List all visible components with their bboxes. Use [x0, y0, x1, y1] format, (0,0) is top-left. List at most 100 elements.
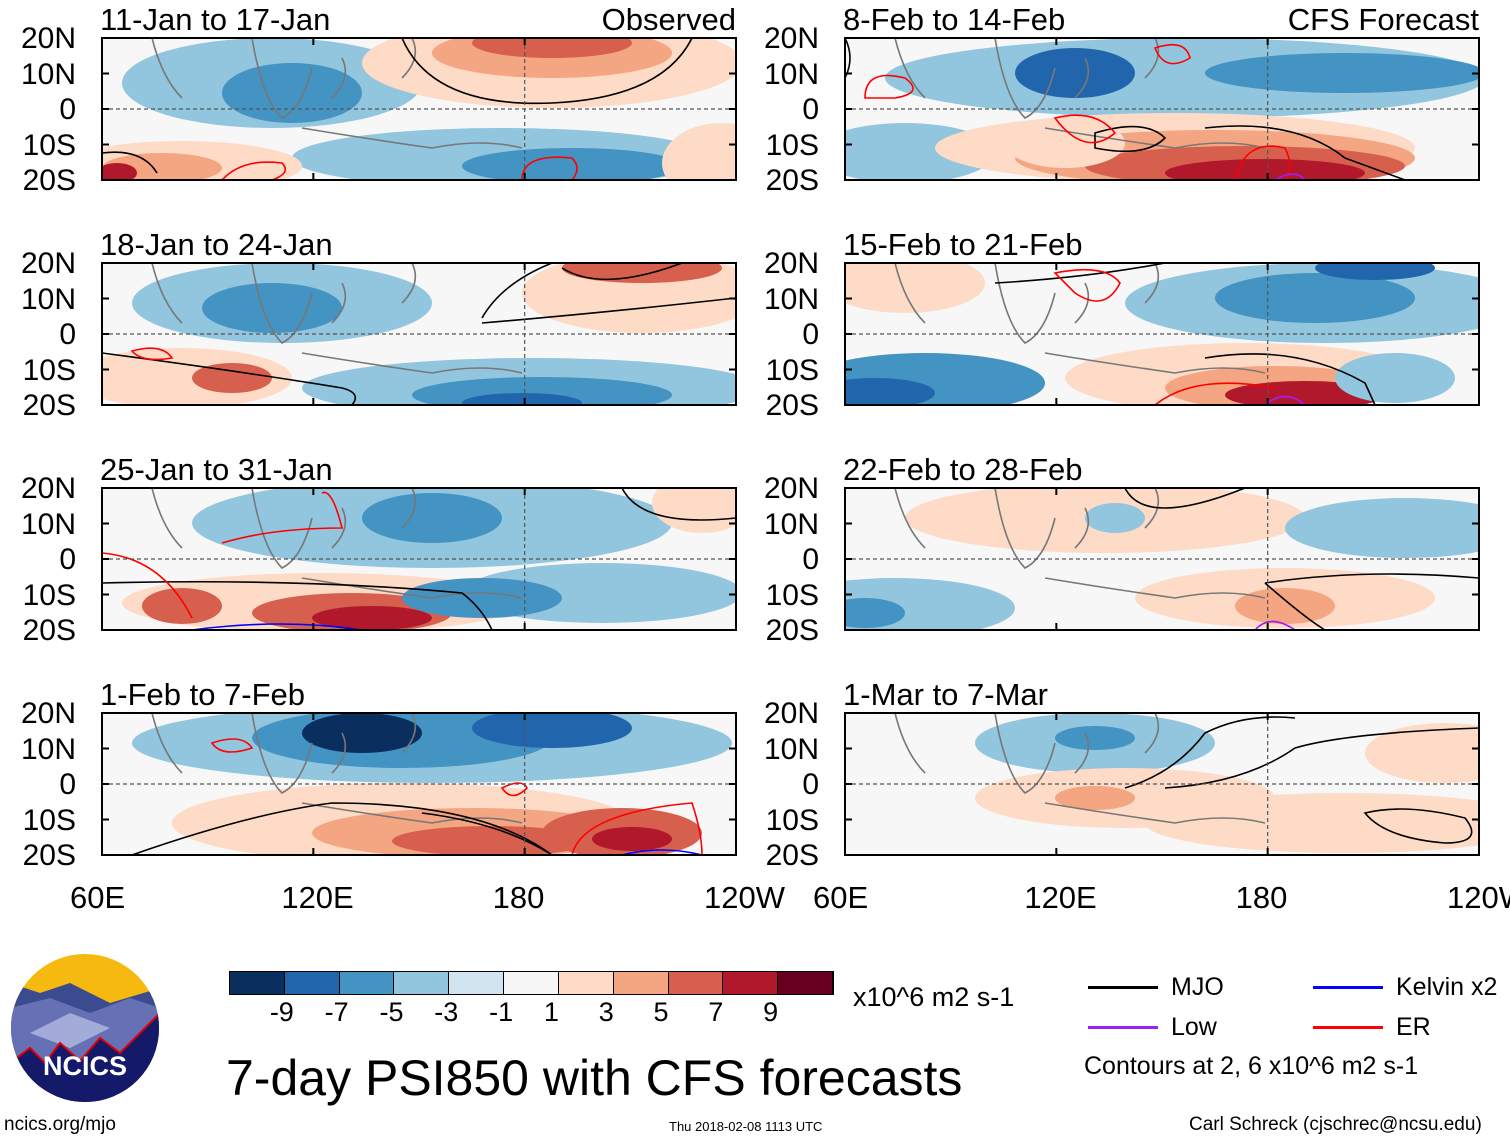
legend-label: MJO: [1171, 973, 1224, 1001]
anomaly-region: [1335, 353, 1455, 403]
lat-tick-label: 0: [802, 543, 819, 576]
lat-tick-label: 10S: [22, 803, 76, 837]
mjo-contour: [1264, 573, 1479, 584]
coastline: [151, 38, 523, 149]
er-contour: [1153, 43, 1191, 65]
panel-title: 1-Mar to 7-Mar: [843, 677, 1048, 712]
anomaly-region: [1005, 118, 1125, 168]
mjo-contour: [102, 580, 493, 630]
lon-tick-label: 180: [492, 880, 545, 915]
colorbar-tick-label: -9: [269, 997, 294, 1027]
column-label: Observed: [601, 2, 736, 37]
anomaly-region: [845, 378, 935, 405]
er-contour: [210, 738, 254, 753]
mjo-contour: [401, 38, 693, 105]
coastline: [894, 263, 1266, 374]
colorbar-swatch: [778, 972, 833, 994]
legend-line: [1313, 986, 1383, 989]
lat-tick-label: 10N: [763, 282, 819, 316]
lat-tick-label: 10N: [763, 57, 819, 91]
coastline: [151, 488, 523, 599]
legend-label: Low: [1171, 1013, 1217, 1041]
lat-tick-label: 10S: [765, 128, 819, 162]
kelvin-contour: [191, 623, 363, 630]
lat-tick-label: 10S: [765, 578, 819, 612]
anomaly-region: [402, 578, 562, 618]
er-contour: [221, 161, 287, 180]
anomaly-region: [1235, 588, 1335, 624]
colorbar-swatch: [284, 972, 340, 994]
colorbar-swatch: [668, 972, 724, 994]
lat-tick-label: 20N: [20, 247, 76, 280]
legend-label: ER: [1396, 1013, 1431, 1041]
er-contour: [864, 74, 914, 99]
anomaly-region: [102, 163, 137, 180]
lat-tick-label: 0: [59, 318, 76, 351]
lat-tick-label: 20N: [763, 22, 819, 55]
mjo-contour: [1094, 125, 1167, 153]
lon-tick-label: 120E: [281, 880, 354, 915]
mjo-contour: [481, 297, 736, 324]
lat-tick-label: 20S: [765, 164, 819, 197]
colorbar-tick-label: 5: [653, 997, 669, 1027]
anomaly-region: [472, 38, 632, 58]
anomaly-region: [1205, 53, 1479, 93]
colorbar-tick-label: 3: [598, 997, 614, 1027]
anomaly-region: [302, 713, 422, 753]
anomaly-region: [1215, 273, 1415, 323]
legend-label: Kelvin x2: [1396, 973, 1498, 1001]
lat-tick-label: 10N: [763, 507, 819, 541]
mjo-contour: [561, 263, 683, 281]
author-credit: Carl Schreck (cjschrec@ncsu.edu): [1189, 1114, 1482, 1135]
colorbar-tick-label: 7: [708, 997, 724, 1027]
anomaly-region: [652, 488, 736, 533]
colorbar-swatch: [449, 972, 505, 994]
anomaly-region: [142, 588, 222, 624]
mjo-contour: [1124, 488, 1246, 509]
mjo-contour: [1124, 716, 1296, 789]
anomaly-region: [1015, 48, 1135, 98]
panel-title: 15-Feb to 21-Feb: [843, 227, 1083, 262]
colorbar-swatch: [613, 972, 669, 994]
mjo-contour: [621, 488, 736, 521]
lat-tick-label: 10S: [22, 353, 76, 387]
lat-tick-label: 20S: [22, 839, 76, 872]
lat-tick-label: 0: [59, 93, 76, 126]
mjo-contour: [845, 38, 851, 79]
column-label: CFS Forecast: [1287, 2, 1479, 37]
coastline: [151, 713, 523, 824]
lat-tick-label: 20S: [22, 164, 76, 197]
er-contour: [130, 347, 174, 361]
lon-tick-label: 120E: [1024, 880, 1097, 915]
lon-tick-label: 120W: [1447, 880, 1510, 915]
map-panel: [844, 262, 1480, 406]
anomaly-region: [845, 598, 905, 628]
lat-tick-label: 10N: [20, 57, 76, 91]
mjo-contour: [481, 263, 553, 319]
colorbar-tick-label: 1: [543, 997, 559, 1027]
er-contour: [521, 156, 578, 180]
map-panel: [101, 712, 737, 856]
map-panel: [844, 37, 1480, 181]
mjo-contour: [1204, 353, 1376, 405]
lat-tick-label: 10S: [765, 803, 819, 837]
lat-tick-label: 0: [59, 768, 76, 801]
lat-tick-label: 20S: [765, 389, 819, 422]
lon-tick-label: 180: [1235, 880, 1288, 915]
lon-tick-label: 60E: [70, 880, 126, 915]
colorbar-swatch: [230, 972, 285, 994]
lat-tick-label: 20S: [765, 839, 819, 872]
legend-line: [1088, 986, 1158, 989]
anomaly-region: [472, 713, 632, 748]
anomaly-region: [462, 148, 682, 180]
lat-tick-label: 20N: [763, 472, 819, 505]
lat-tick-label: 20N: [763, 697, 819, 730]
lat-tick-label: 20N: [20, 22, 76, 55]
anomaly-region: [1285, 498, 1479, 558]
map-panel: [101, 262, 737, 406]
legend-line: [1088, 1026, 1158, 1029]
anomaly-region: [592, 827, 672, 851]
map-panel: [844, 712, 1480, 856]
er-contour: [102, 552, 193, 619]
units-label: x10^6 m2 s-1: [853, 982, 1015, 1012]
